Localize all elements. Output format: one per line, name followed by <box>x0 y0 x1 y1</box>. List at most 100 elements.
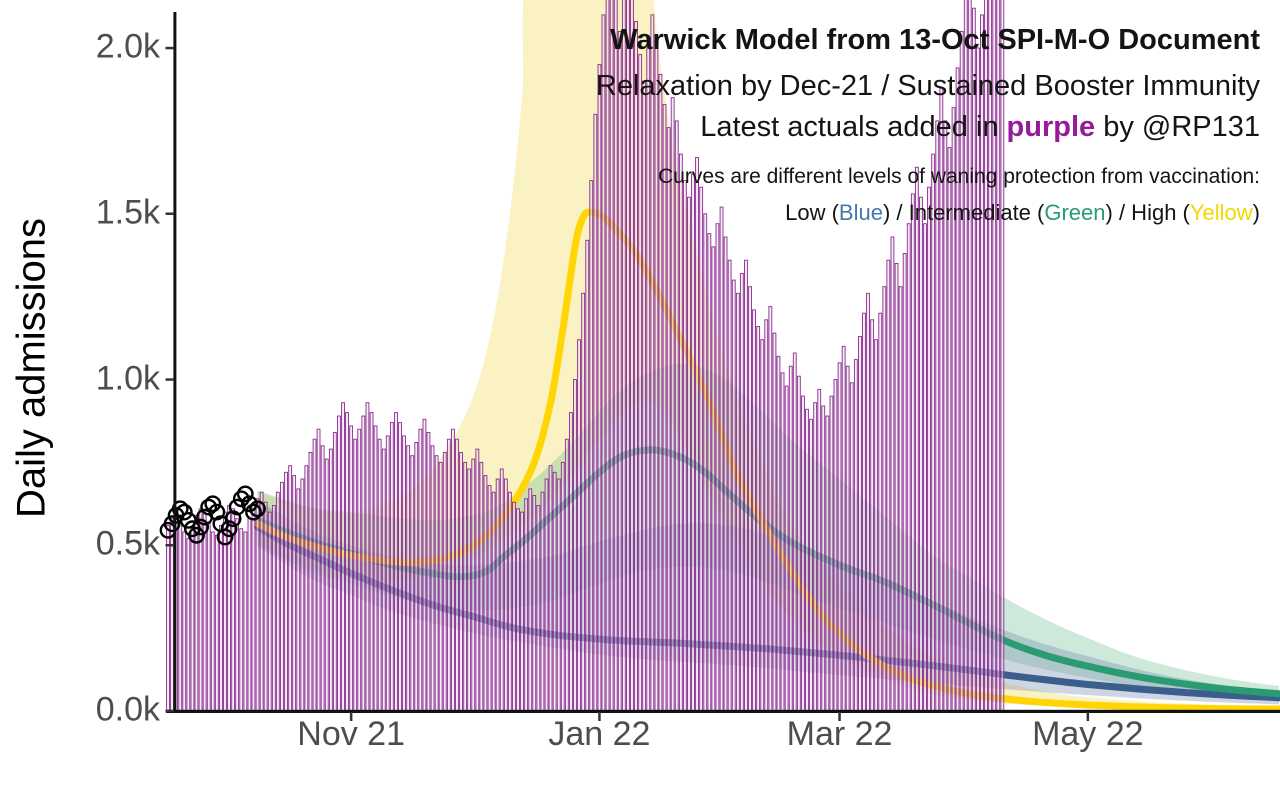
actuals-bar <box>715 223 720 712</box>
actuals-bar <box>821 405 826 712</box>
actuals-bar <box>585 239 590 712</box>
actuals-note-suffix: by @RP131 <box>1095 111 1260 143</box>
actuals-bar <box>369 412 374 712</box>
actuals-bar <box>219 524 223 712</box>
actuals-bar <box>280 481 284 712</box>
y-axis-tick-mark <box>165 544 174 547</box>
actuals-circle <box>220 520 238 538</box>
actuals-bar <box>402 435 406 712</box>
actuals-bar <box>442 451 447 712</box>
actuals-circles <box>159 485 266 546</box>
actuals-bar <box>752 309 756 712</box>
actuals-bar <box>210 531 215 712</box>
actuals-bar <box>320 445 325 712</box>
actuals-bar <box>516 508 520 712</box>
actuals-bar <box>829 395 834 712</box>
actuals-bar <box>377 438 382 712</box>
actuals-bar <box>544 478 549 712</box>
actuals-bar <box>927 186 931 712</box>
actuals-bar <box>316 428 321 712</box>
actuals-bar <box>874 339 879 712</box>
actuals-bar <box>878 312 883 712</box>
actuals-bar <box>678 153 683 712</box>
actuals-bar <box>308 451 313 712</box>
actuals-bar <box>882 286 887 712</box>
actuals-circle <box>171 500 189 518</box>
y-axis-line <box>173 12 177 713</box>
actuals-bar <box>711 246 716 712</box>
actuals-bar <box>166 524 170 712</box>
actuals-bar <box>357 428 362 712</box>
actuals-bar <box>914 166 919 712</box>
actuals-bar <box>817 388 822 712</box>
actuals-bar <box>813 402 818 712</box>
actuals-bar <box>699 186 704 712</box>
y-axis-tick-mark <box>165 709 174 713</box>
actuals-bar <box>780 372 785 712</box>
actuals-bar <box>723 236 728 712</box>
actuals-bar <box>491 491 496 712</box>
actuals-bar <box>487 485 492 712</box>
actuals-circle <box>245 503 262 521</box>
actuals-bar <box>430 445 435 712</box>
actuals-bar <box>581 292 586 712</box>
actuals-bar <box>858 335 862 712</box>
actuals-bar <box>768 306 773 712</box>
actuals-bar <box>573 379 577 712</box>
actuals-bar <box>739 272 744 712</box>
actuals-bar <box>507 491 512 712</box>
legend-colors: Low (Blue) / Intermediate (Green) / High… <box>596 200 1260 226</box>
actuals-bar <box>251 505 256 712</box>
x-axis-tick-mark <box>1086 712 1090 721</box>
actuals-bar <box>735 292 740 712</box>
actuals-bar <box>389 422 394 712</box>
actuals-bar <box>483 475 488 712</box>
actuals-bar <box>833 379 838 712</box>
actuals-bar <box>703 213 708 712</box>
legend-yellow-word: Yellow <box>1189 200 1253 225</box>
actuals-bar <box>345 412 349 712</box>
actuals-bar <box>866 292 870 712</box>
legend-caption: Curves are different levels of waning pr… <box>658 165 1260 188</box>
actuals-bar <box>186 538 191 712</box>
actuals-bar <box>292 475 297 712</box>
actuals-bar <box>682 180 687 712</box>
actuals-bar <box>300 478 305 712</box>
actuals-bar <box>589 180 594 712</box>
actuals-bar <box>691 173 695 712</box>
actuals-bar <box>792 352 797 712</box>
actuals-bar <box>182 531 187 712</box>
actuals-bar <box>719 206 724 712</box>
title-block: Warwick Model from 13-Oct SPI-M-O Docume… <box>596 24 1260 226</box>
legend-blue-word: Blue <box>838 200 883 225</box>
actuals-bar <box>422 418 427 712</box>
legend-low-label: Low ( <box>785 200 839 225</box>
actuals-bar <box>434 455 439 712</box>
actuals-bar <box>438 461 443 712</box>
actuals-bar <box>288 465 293 712</box>
actuals-bar <box>406 445 411 712</box>
legend-green-word: Green <box>1044 200 1106 225</box>
purple-word: purple <box>1006 111 1096 143</box>
actuals-bar <box>760 339 765 712</box>
actuals-bar <box>239 528 244 712</box>
actuals-bar <box>772 332 777 712</box>
actuals-bar <box>381 448 386 712</box>
actuals-bar <box>902 253 907 712</box>
actuals-bar <box>919 196 923 712</box>
actuals-bar <box>235 518 240 712</box>
actuals-bar <box>548 465 553 712</box>
actuals-bar <box>178 521 183 712</box>
actuals-bar <box>556 478 561 712</box>
legend-high-label: ) / High ( <box>1105 200 1190 225</box>
actuals-bar <box>459 451 463 712</box>
x-axis-tick-mark <box>838 712 841 721</box>
actuals-bar <box>862 312 866 712</box>
chart-subtitle: Relaxation by Dec-21 / Sustained Booster… <box>595 70 1260 102</box>
actuals-circle <box>236 485 254 503</box>
actuals-circle <box>228 498 246 516</box>
actuals-bar <box>744 259 748 712</box>
y-axis-tick-mark <box>165 212 174 215</box>
chart-title: Warwick Model from 13-Oct SPI-M-O Docume… <box>610 24 1260 56</box>
